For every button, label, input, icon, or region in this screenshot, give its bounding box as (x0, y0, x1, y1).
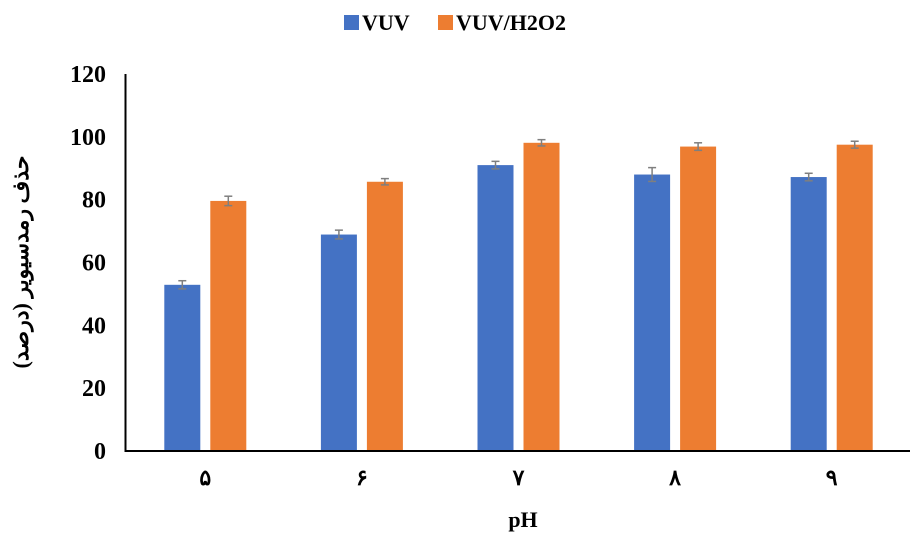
bar-vuv (320, 234, 357, 451)
x-axis-title: pH (508, 507, 537, 532)
y-tick-label: 100 (70, 125, 106, 151)
bar-vuv-h2o2 (210, 200, 247, 451)
legend-label-vuv-h2o2: VUV/H2O2 (456, 10, 566, 35)
y-tick-label: 80 (82, 188, 106, 214)
x-category-label: ۵ (199, 465, 211, 490)
bar-vuv-h2o2 (366, 181, 403, 452)
y-tick-label: 40 (82, 313, 106, 339)
x-category-label: ۹ (826, 465, 838, 490)
y-tick-label: 60 (82, 251, 106, 277)
x-category-label: ۸ (668, 465, 681, 490)
y-tick-label: 120 (70, 62, 106, 88)
error-bar (804, 172, 813, 182)
bar-vuv (790, 177, 827, 451)
legend-swatch-vuv-h2o2 (438, 15, 453, 30)
y-axis-ticks: 0 20 40 60 80 100 120 (70, 62, 106, 465)
error-bar (648, 166, 657, 183)
error-bar (334, 229, 343, 240)
bar-vuv (164, 284, 201, 451)
legend-label-vuv: VUV (362, 10, 410, 35)
error-bar (491, 160, 500, 170)
error-bar (694, 142, 703, 152)
bar-vuv (634, 174, 671, 452)
error-bar (380, 177, 389, 186)
legend-swatch-vuv (344, 15, 359, 30)
x-category-label: ۶ (356, 465, 368, 490)
y-axis-title: حذف رمدسیویر (درصد) (8, 156, 34, 369)
error-bar (178, 279, 187, 290)
bar-vuv-h2o2 (836, 144, 873, 451)
x-axis-categories: ۵ ۶ ۷ ۸ ۹ (199, 465, 837, 490)
y-tick-label: 20 (82, 376, 106, 402)
error-bar (537, 138, 546, 147)
x-category-label: ۷ (512, 465, 525, 490)
bar-vuv-h2o2 (523, 142, 560, 452)
error-bar (850, 140, 859, 149)
error-bars (178, 138, 859, 290)
legend: VUV VUV/H2O2 (344, 10, 566, 35)
error-bar (224, 195, 233, 207)
bar-vuv (477, 165, 514, 451)
bars (164, 142, 873, 452)
bar-vuv-h2o2 (680, 146, 717, 451)
y-tick-label: 0 (94, 439, 106, 465)
